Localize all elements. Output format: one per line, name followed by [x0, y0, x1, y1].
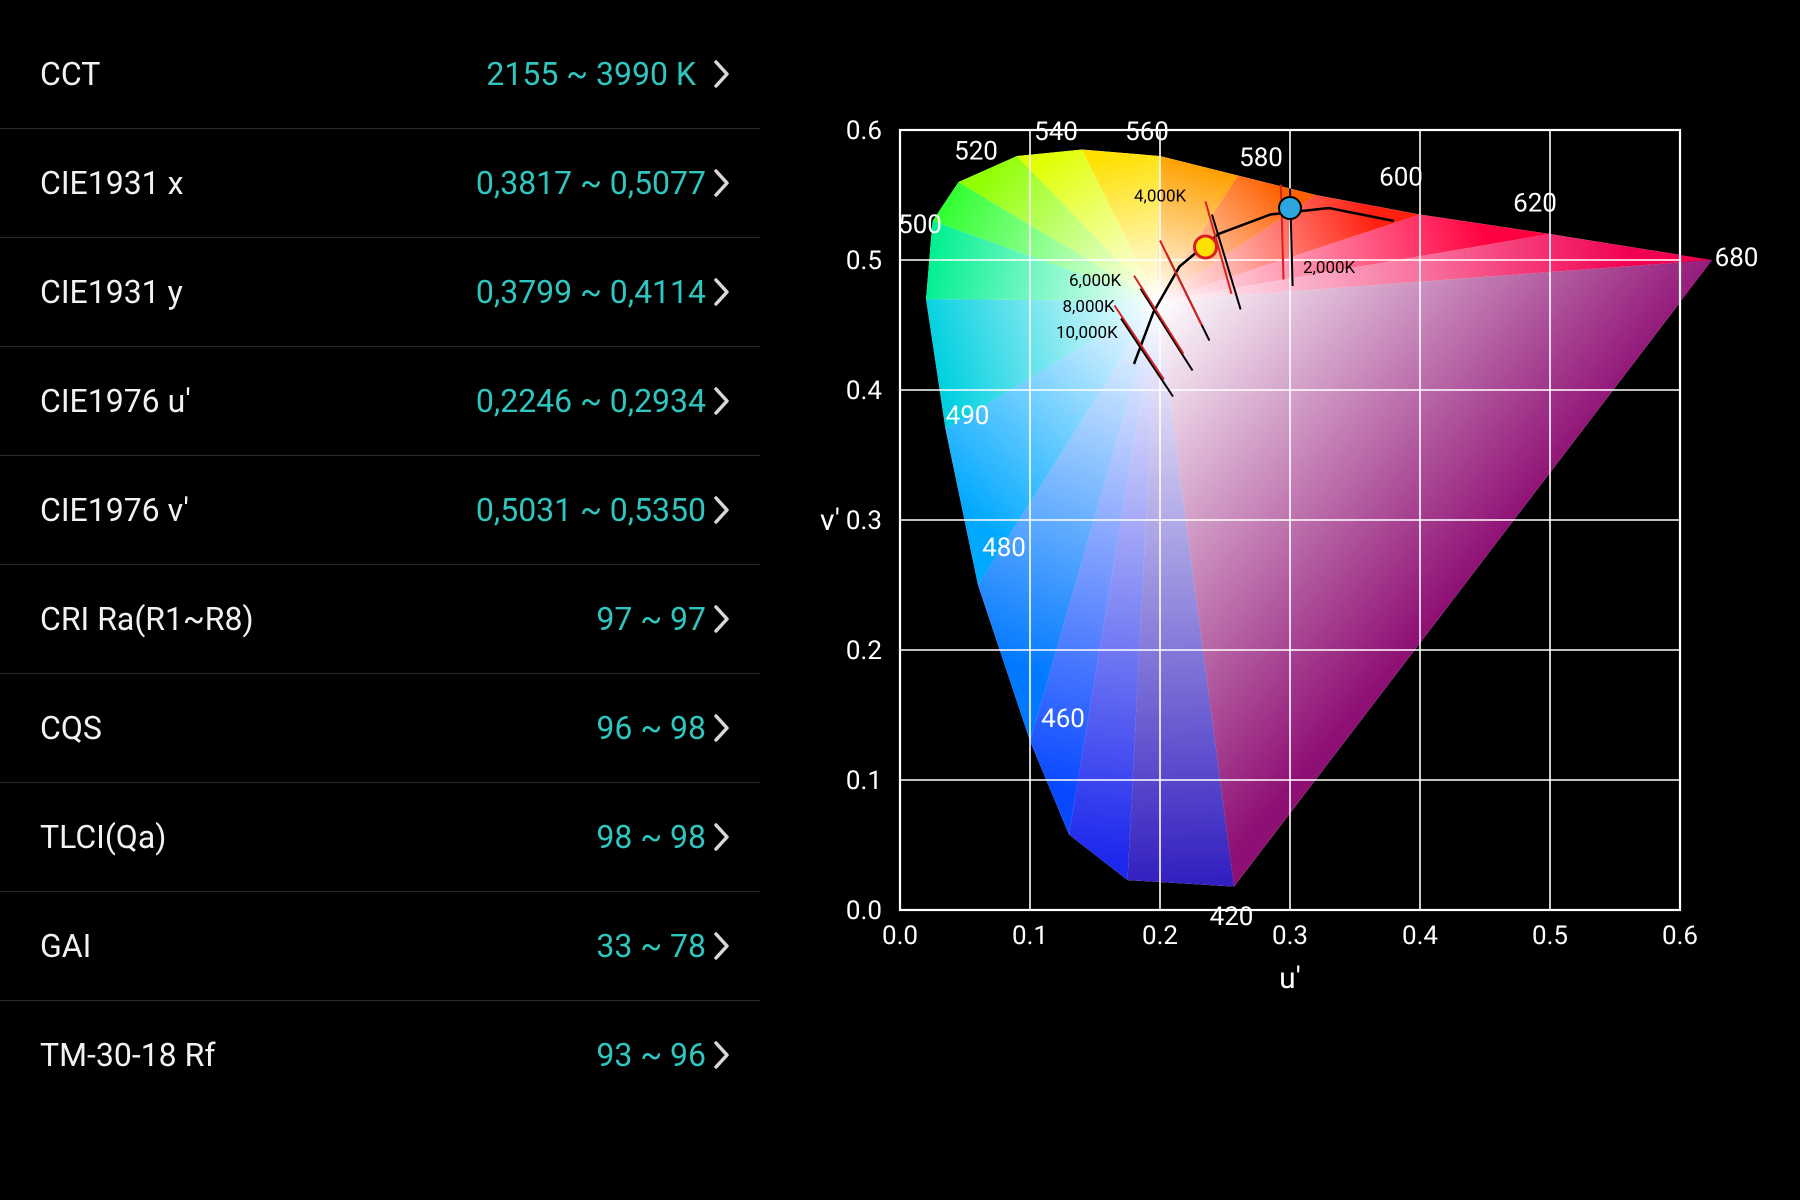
x-tick: 0.0: [882, 921, 918, 951]
wavelength-label: 480: [982, 533, 1026, 563]
y-tick: 0.4: [846, 376, 882, 406]
marker-yellow: [1195, 236, 1217, 258]
metric-label: GAI: [40, 927, 91, 965]
y-tick: 0.0: [846, 896, 882, 926]
y-tick: 0.6: [846, 116, 882, 146]
metric-row[interactable]: CIE1931 y0,3799 ~ 0,4114: [0, 238, 760, 347]
x-axis-label: u': [1279, 961, 1301, 996]
y-tick: 0.3: [846, 506, 882, 536]
wavelength-label: 420: [1210, 902, 1254, 932]
chevron-right-icon: [714, 714, 730, 742]
x-tick: 0.3: [1272, 921, 1308, 951]
metric-label: CQS: [40, 709, 102, 747]
metric-value: 33 ~ 78: [91, 927, 714, 965]
metric-value: 96 ~ 98: [102, 709, 714, 747]
x-tick: 0.4: [1402, 921, 1438, 951]
wavelength-label: 580: [1239, 143, 1283, 173]
chevron-right-icon: [714, 823, 730, 851]
x-tick: 0.6: [1662, 921, 1698, 951]
metric-row[interactable]: TLCI(Qa)98 ~ 98: [0, 783, 760, 892]
metric-value: 0,3799 ~ 0,4114: [183, 273, 714, 311]
metric-label: CIE1976 v': [40, 491, 189, 529]
chevron-right-icon: [714, 496, 730, 524]
y-tick: 0.2: [846, 636, 882, 666]
isotherm-label: 10,000K: [1056, 323, 1118, 343]
metric-row[interactable]: TM-30-18 Rf93 ~ 96: [0, 1001, 760, 1109]
metric-value: 0,3817 ~ 0,5077: [183, 164, 714, 202]
metric-label: CIE1931 y: [40, 273, 183, 311]
chromaticity-chart-panel: 10,000K 8,000K 6,000K 4,000K 2,000K 420 460 480…: [760, 0, 1800, 1200]
chevron-right-icon: [714, 932, 730, 960]
metric-row[interactable]: CIE1931 x0,3817 ~ 0,5077: [0, 129, 760, 238]
chevron-right-icon: [714, 60, 730, 88]
metric-value: 0,2246 ~ 0,2934: [191, 382, 714, 420]
metric-label: CIE1976 u': [40, 382, 191, 420]
metric-row[interactable]: CRI Ra(R1~R8)97 ~ 97: [0, 565, 760, 674]
metric-row[interactable]: GAI33 ~ 78: [0, 892, 760, 1001]
marker-blue: [1279, 197, 1301, 219]
y-tick: 0.5: [846, 246, 882, 276]
metric-label: CCT: [40, 55, 100, 93]
y-tick: 0.1: [846, 766, 882, 796]
y-axis-label: v': [820, 503, 840, 538]
metric-row[interactable]: CQS96 ~ 98: [0, 674, 760, 783]
metric-unit: K: [676, 55, 714, 93]
metric-value: 0,5031 ~ 0,5350: [189, 491, 714, 529]
x-tick: 0.1: [1012, 921, 1048, 951]
chevron-right-icon: [714, 1041, 730, 1069]
chevron-right-icon: [714, 278, 730, 306]
chevron-right-icon: [714, 605, 730, 633]
isotherm-label: 8,000K: [1063, 297, 1116, 317]
wavelength-label: 460: [1041, 704, 1085, 734]
x-tick: 0.5: [1532, 921, 1568, 951]
metric-value: 93 ~ 96: [215, 1036, 714, 1074]
wavelength-label: 520: [954, 137, 998, 167]
metric-row[interactable]: CIE1976 u'0,2246 ~ 0,2934: [0, 347, 760, 456]
x-tick: 0.2: [1142, 921, 1178, 951]
metric-row[interactable]: CIE1976 v'0,5031 ~ 0,5350: [0, 456, 760, 565]
chevron-right-icon: [714, 169, 730, 197]
isotherm-label: 6,000K: [1069, 271, 1122, 291]
metrics-list: CCT2155 ~ 3990KCIE1931 x0,3817 ~ 0,5077C…: [0, 0, 760, 1200]
metric-value: 2155 ~ 3990: [100, 55, 676, 93]
wavelength-label: 620: [1513, 189, 1557, 219]
wavelength-label: 500: [898, 210, 942, 240]
metric-label: CRI Ra(R1~R8): [40, 600, 254, 638]
wavelength-label: 600: [1379, 163, 1423, 193]
wavelength-label: 680: [1715, 243, 1759, 273]
metric-row[interactable]: CCT2155 ~ 3990K: [0, 20, 760, 129]
wavelength-label: 490: [946, 401, 990, 431]
wavelength-label: 540: [1034, 117, 1078, 147]
metric-label: TLCI(Qa): [40, 818, 166, 856]
cie1976-chromaticity-chart: 10,000K 8,000K 6,000K 4,000K 2,000K 420 460 480…: [800, 100, 1800, 1040]
metric-value: 98 ~ 98: [166, 818, 714, 856]
metric-value: 97 ~ 97: [254, 600, 714, 638]
metric-label: TM-30-18 Rf: [40, 1036, 215, 1074]
chevron-right-icon: [714, 387, 730, 415]
wavelength-label: 560: [1125, 117, 1169, 147]
metric-label: CIE1931 x: [40, 164, 183, 202]
isotherm-label: 2,000K: [1303, 258, 1356, 278]
isotherm-label: 4,000K: [1134, 187, 1187, 207]
